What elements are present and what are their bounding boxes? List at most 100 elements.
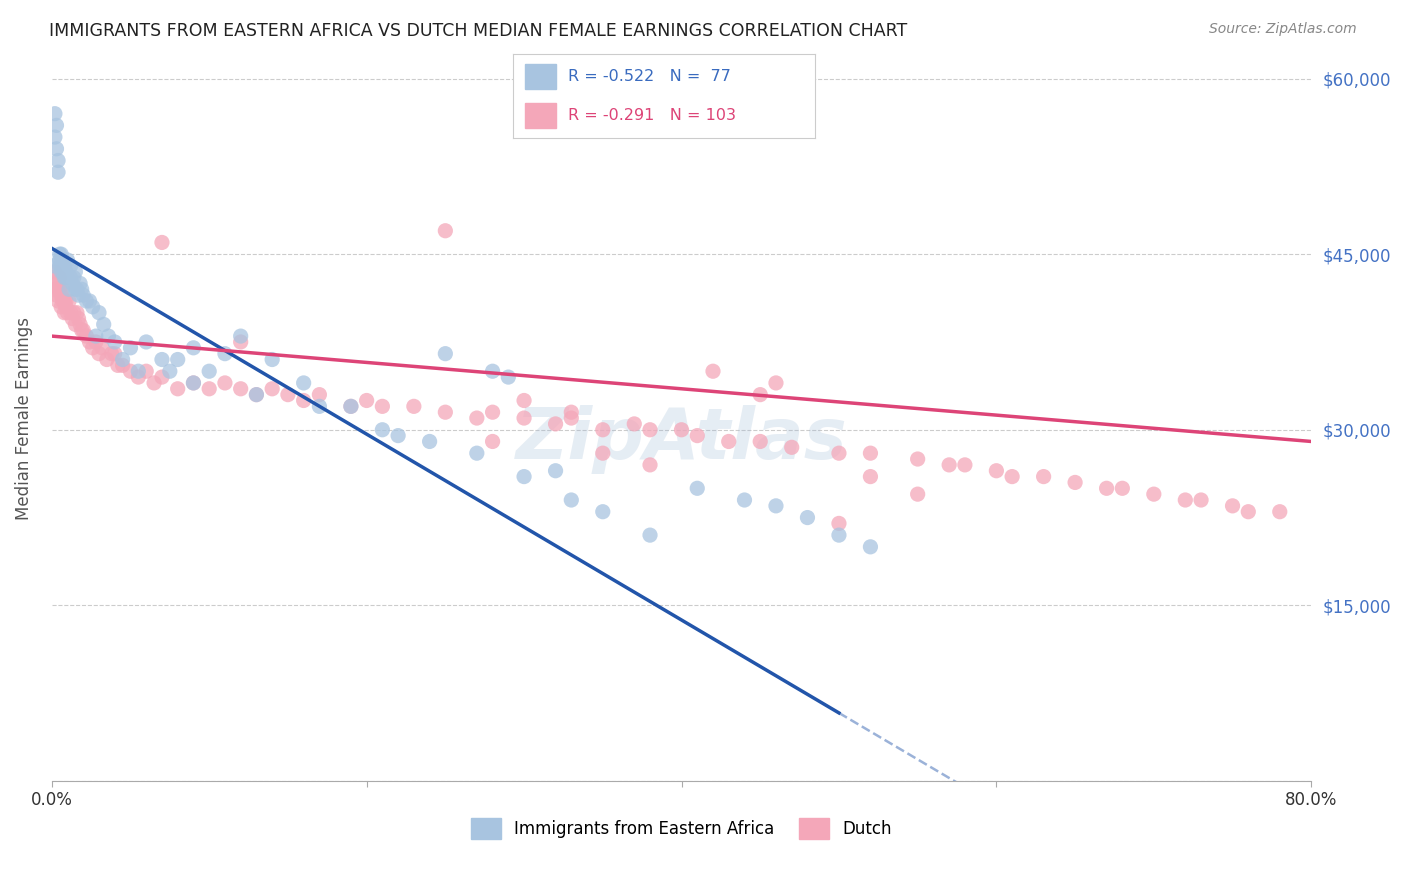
- Point: [592, 446, 614, 460]
- Point: [1189, 493, 1212, 508]
- Point: [70, 323, 93, 337]
- Point: [1268, 505, 1291, 519]
- Point: [292, 376, 315, 390]
- Point: [52, 282, 75, 296]
- Point: [434, 224, 457, 238]
- Point: [79, 334, 101, 349]
- Point: [229, 382, 252, 396]
- Point: [72, 288, 94, 302]
- Point: [111, 359, 134, 373]
- Point: [1095, 481, 1118, 495]
- Point: [42, 259, 65, 273]
- Point: [59, 306, 82, 320]
- Point: [44, 265, 66, 279]
- Point: [60, 277, 83, 291]
- Point: [53, 270, 76, 285]
- Point: [48, 252, 70, 267]
- Point: [828, 446, 851, 460]
- Point: [1001, 469, 1024, 483]
- Bar: [526, 103, 555, 128]
- Point: [97, 329, 120, 343]
- Point: [765, 499, 787, 513]
- Point: [91, 341, 114, 355]
- Point: [465, 411, 488, 425]
- Point: [46, 282, 69, 296]
- Point: [262, 382, 284, 396]
- Point: [560, 493, 582, 508]
- Point: [498, 370, 520, 384]
- Point: [340, 400, 363, 414]
- Point: [166, 382, 188, 396]
- Point: [107, 359, 129, 373]
- Point: [402, 400, 425, 414]
- Point: [65, 318, 87, 332]
- Point: [56, 270, 79, 285]
- Point: [70, 282, 93, 296]
- Point: [938, 458, 960, 472]
- Point: [245, 387, 267, 401]
- Point: [65, 282, 87, 296]
- Point: [638, 458, 661, 472]
- Point: [481, 434, 503, 449]
- Point: [150, 370, 173, 384]
- Point: [104, 334, 127, 349]
- Point: [45, 142, 67, 156]
- Point: [214, 376, 236, 390]
- Point: [796, 510, 818, 524]
- Point: [308, 387, 330, 401]
- Point: [127, 370, 149, 384]
- Point: [69, 318, 91, 332]
- Point: [72, 323, 94, 337]
- Point: [55, 265, 77, 279]
- Point: [143, 376, 166, 390]
- Point: [62, 306, 84, 320]
- Point: [84, 329, 107, 343]
- Point: [828, 516, 851, 531]
- Point: [59, 270, 82, 285]
- Point: [46, 293, 69, 308]
- Point: [42, 270, 65, 285]
- Point: [638, 423, 661, 437]
- Point: [45, 277, 67, 291]
- Point: [434, 346, 457, 360]
- Point: [82, 300, 104, 314]
- Point: [44, 130, 66, 145]
- Point: [46, 153, 69, 168]
- Point: [135, 364, 157, 378]
- Text: IMMIGRANTS FROM EASTERN AFRICA VS DUTCH MEDIAN FEMALE EARNINGS CORRELATION CHART: IMMIGRANTS FROM EASTERN AFRICA VS DUTCH …: [49, 22, 907, 40]
- Point: [100, 346, 122, 360]
- Point: [907, 452, 929, 467]
- Point: [51, 265, 73, 279]
- Point: [702, 364, 724, 378]
- Point: [623, 417, 645, 431]
- Point: [1222, 499, 1244, 513]
- Point: [52, 293, 75, 308]
- Point: [465, 446, 488, 460]
- Point: [986, 464, 1008, 478]
- Point: [544, 464, 567, 478]
- Point: [60, 311, 83, 326]
- Point: [44, 282, 66, 296]
- Point: [55, 300, 77, 314]
- Point: [56, 306, 79, 320]
- Point: [87, 306, 110, 320]
- Point: [93, 318, 115, 332]
- Point: [183, 376, 205, 390]
- Point: [340, 400, 363, 414]
- Point: [907, 487, 929, 501]
- Point: [44, 106, 66, 120]
- Text: R = -0.291   N = 103: R = -0.291 N = 103: [568, 108, 735, 123]
- Point: [481, 405, 503, 419]
- Y-axis label: Median Female Earnings: Median Female Earnings: [15, 317, 32, 519]
- Point: [859, 469, 882, 483]
- Point: [229, 334, 252, 349]
- Point: [387, 428, 409, 442]
- Point: [48, 282, 70, 296]
- Point: [262, 352, 284, 367]
- Point: [513, 393, 536, 408]
- Point: [51, 247, 73, 261]
- Point: [214, 346, 236, 360]
- Point: [51, 300, 73, 314]
- Point: [45, 288, 67, 302]
- Point: [55, 293, 77, 308]
